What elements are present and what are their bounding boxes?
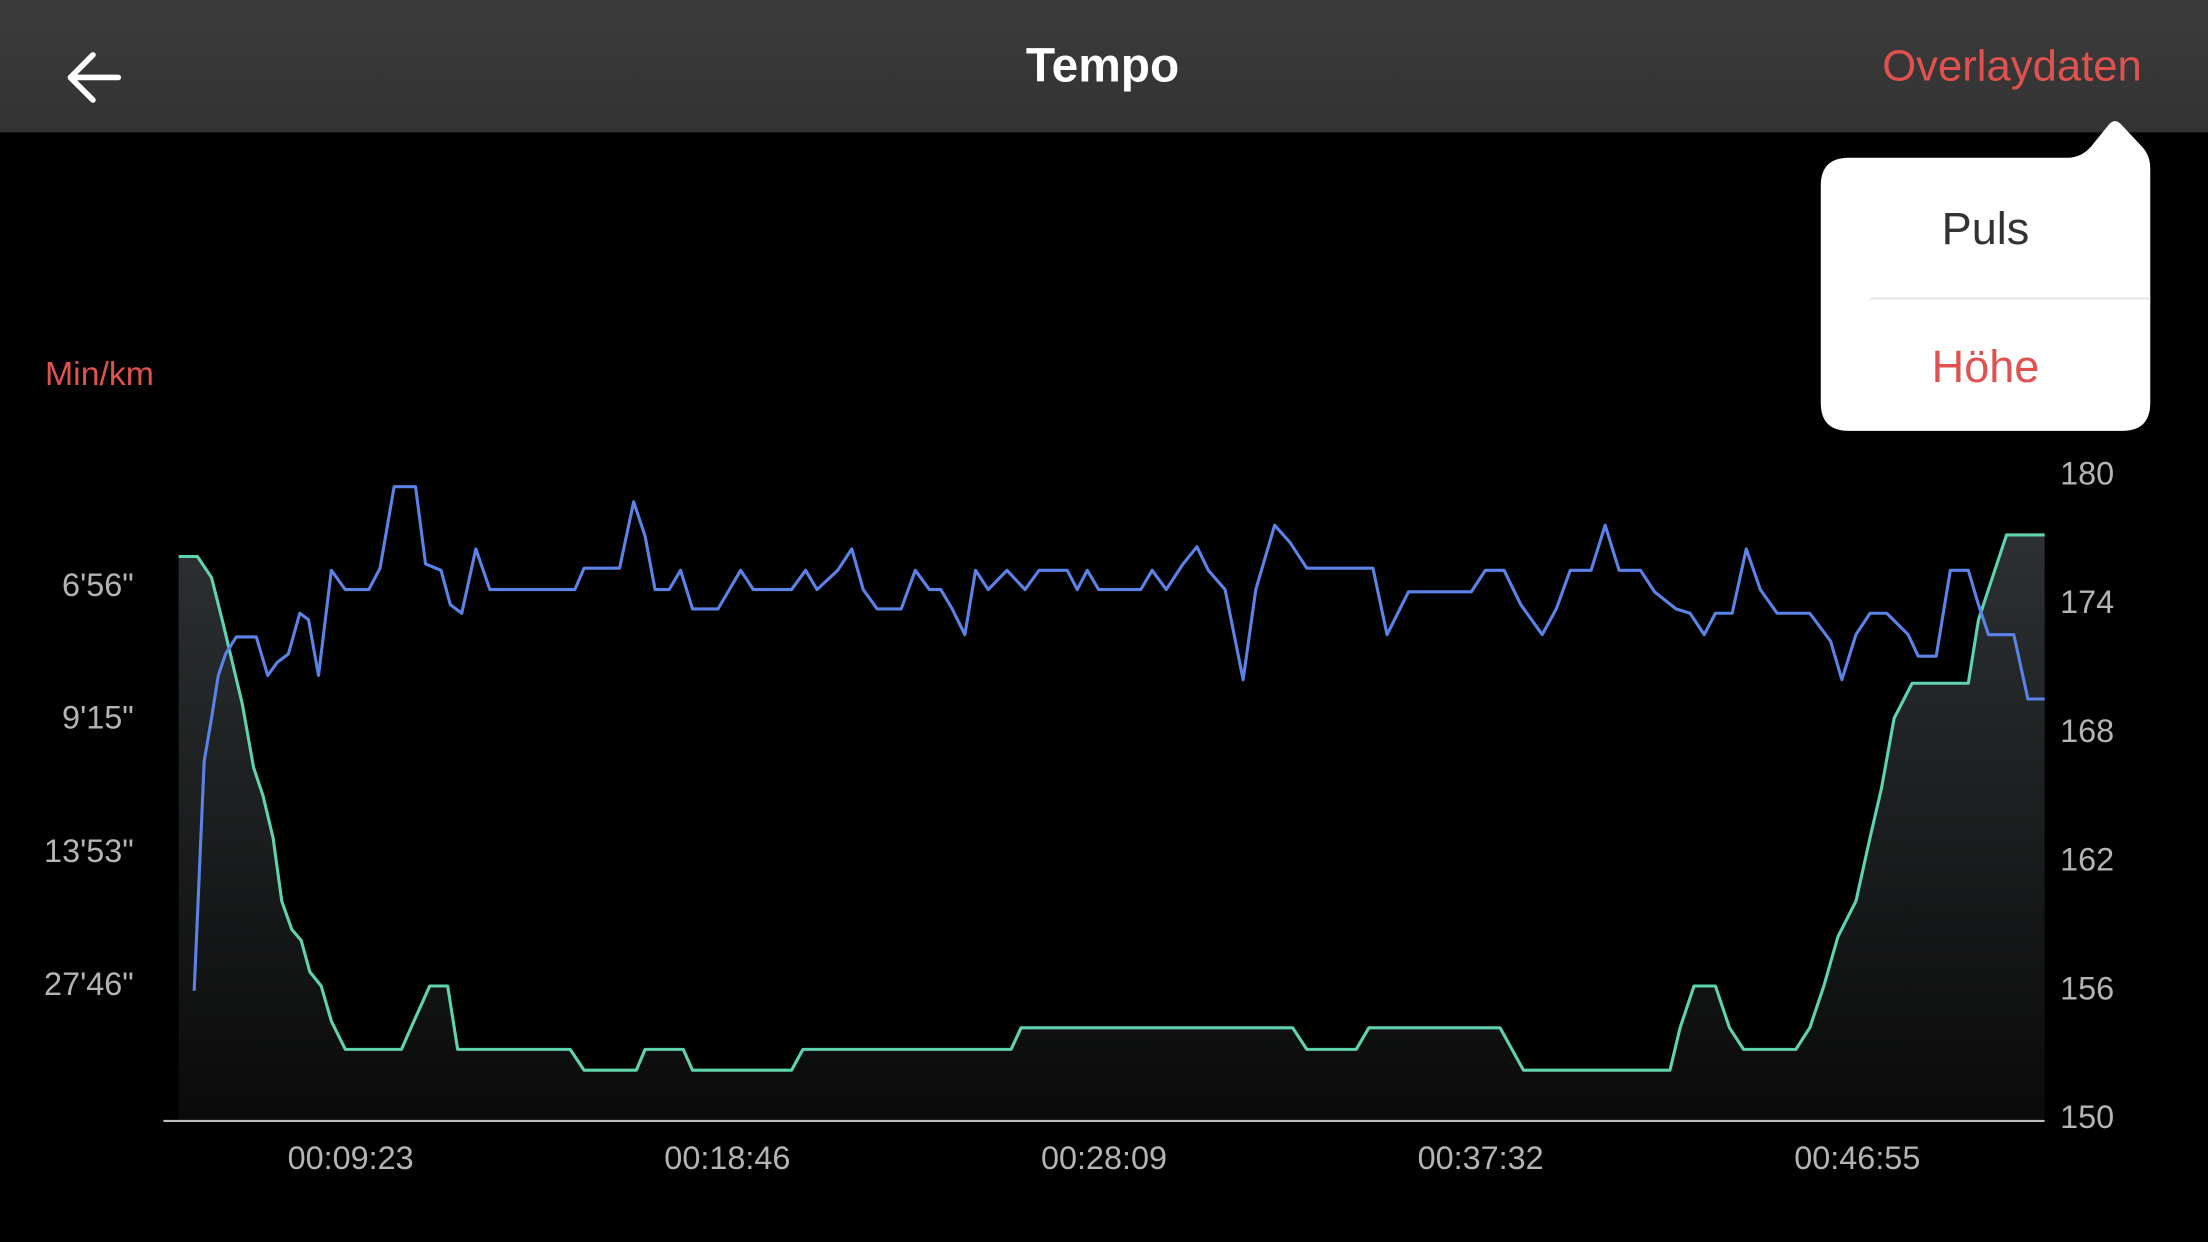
y-axis-label: Min/km bbox=[45, 355, 154, 393]
x-tick-label: 00:28:09 bbox=[1041, 1140, 1167, 1176]
x-tick-label: 00:09:23 bbox=[288, 1140, 414, 1176]
y2-tick-label: 168 bbox=[2060, 713, 2114, 749]
menu-item[interactable]: Höhe bbox=[1932, 341, 2040, 392]
line bbox=[192, 485, 2045, 991]
y2-tick-label: 150 bbox=[2060, 1099, 2114, 1135]
header-bar bbox=[0, 0, 2208, 133]
overlay-button[interactable]: Overlaydaten bbox=[1882, 42, 2142, 91]
area bbox=[178, 534, 2045, 1120]
y-tick-label: 13'53" bbox=[44, 833, 134, 869]
back-arrow bbox=[67, 52, 122, 103]
plot: Min/km 6'56" 9'15" 13'53" 27'46" 150 156 162 168… bbox=[44, 355, 2114, 1176]
menu-panel bbox=[1820, 121, 2151, 431]
y-tick-label: 6'56" bbox=[62, 567, 134, 603]
y2-tick-label: 156 bbox=[2060, 970, 2114, 1006]
back-button[interactable] bbox=[67, 52, 122, 103]
y2-tick-label: 162 bbox=[2060, 842, 2114, 878]
menu-item[interactable]: Puls bbox=[1942, 203, 2030, 254]
y2-tick-label: 174 bbox=[2060, 584, 2114, 620]
y2-tick-label: 180 bbox=[2060, 456, 2114, 492]
x-tick-label: 00:46:55 bbox=[1794, 1140, 1920, 1176]
y-tick-label: 9'15" bbox=[62, 700, 134, 736]
line bbox=[178, 533, 2045, 1072]
y-tick-label: 27'46" bbox=[44, 966, 134, 1002]
header-title: Tempo bbox=[1026, 40, 1179, 93]
x-tick-label: 00:37:32 bbox=[1418, 1140, 1544, 1176]
x-tick-label: 00:18:46 bbox=[664, 1140, 790, 1176]
overlay-menu: Puls Höhe bbox=[1820, 121, 2151, 431]
